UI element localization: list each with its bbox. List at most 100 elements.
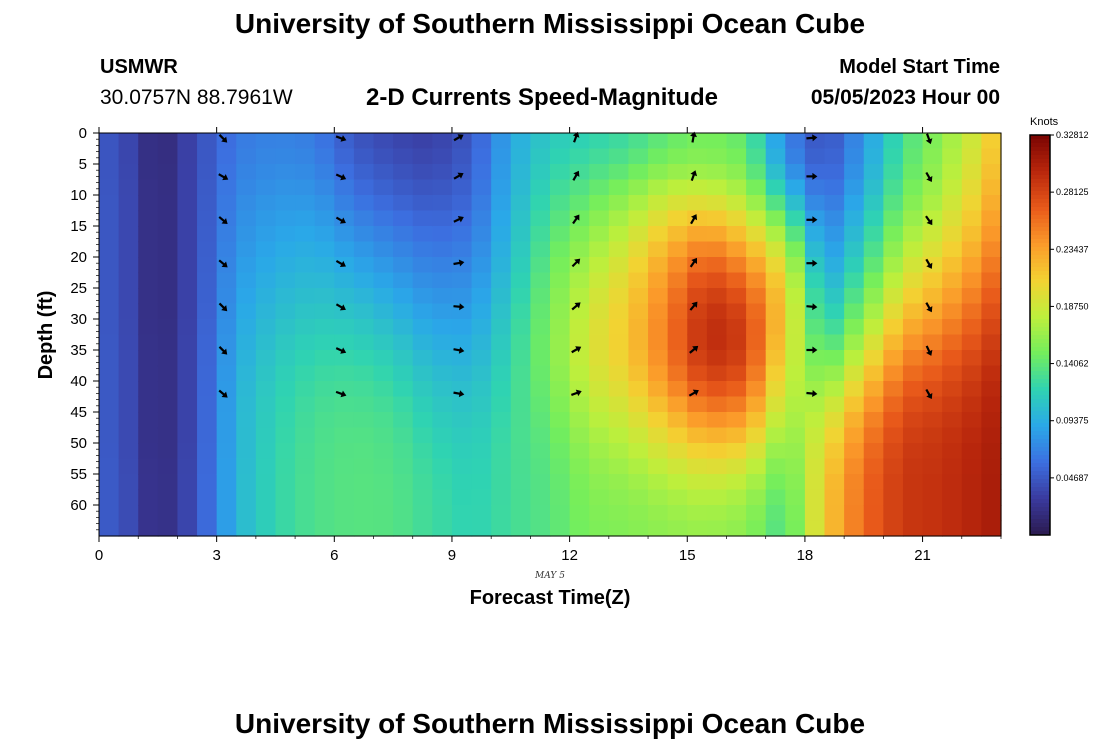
heatmap-cell [314,474,335,491]
heatmap-cell [628,226,649,243]
heatmap-cell [883,319,904,336]
heatmap-cell [255,195,277,212]
heatmap-cell [863,319,884,336]
heatmap-cell [451,350,473,367]
heatmap-cell [726,257,747,274]
heatmap-cell [648,226,669,243]
heatmap-cell [589,396,610,413]
heatmap-cell [530,179,551,196]
heatmap-cell [353,288,375,305]
heatmap-cell [726,489,747,506]
heatmap-cell [157,443,179,460]
heatmap-cell [197,179,218,196]
heatmap-cell [138,303,159,320]
heatmap-cell [804,179,826,196]
heatmap-cell [118,489,139,506]
heatmap-cell [608,210,630,227]
heatmap-cell [863,350,884,367]
colorbar-segment [1030,383,1050,388]
colorbar-segment [1030,187,1050,192]
heatmap-cell [353,381,375,398]
heatmap-cell [961,334,982,351]
heatmap-cell [746,443,767,460]
heatmap-cell [314,520,335,537]
colorbar-segment [1030,511,1050,516]
heatmap-cell [628,303,649,320]
heatmap-cell [883,443,904,460]
colorbar-segment [1030,335,1050,340]
heatmap-cell [922,458,943,475]
heatmap-cell [981,474,1002,491]
heatmap-cell [216,396,237,413]
x-tick-label: 3 [212,547,220,564]
heatmap-cell [216,474,237,491]
current-arrow [453,390,465,398]
heatmap-cell [353,396,375,413]
colorbar-segment [1030,263,1050,268]
heatmap-cell [863,179,884,196]
colorbar-segment [1030,203,1050,208]
heatmap-cell [804,272,826,289]
heatmap-cell [746,350,767,367]
heatmap-cell [138,396,159,413]
heatmap-cell [628,148,649,165]
heatmap-cell [99,350,120,367]
heatmap-cell [177,179,198,196]
heatmap-cell [314,148,335,165]
heatmap-cell [353,257,375,274]
heatmap-cell [99,288,120,305]
colorbar-segment [1030,355,1050,360]
heatmap-cell [961,474,982,491]
heatmap-cell [942,412,963,429]
heatmap-cell [255,272,277,289]
heatmap-cell [471,164,492,181]
heatmap-cell [687,148,708,165]
heatmap-cell [118,474,139,491]
heatmap-cell [687,164,708,181]
heatmap-cell [197,520,218,537]
heatmap-cell [687,319,708,336]
heatmap-cell [922,303,943,320]
heatmap-cell [197,381,218,398]
heatmap-cell [589,412,610,429]
heatmap-cell [589,226,610,243]
heatmap-cell [569,241,590,258]
heatmap-cell [824,164,845,181]
heatmap-cell [981,505,1002,522]
heatmap-cell [608,288,630,305]
heatmap-cell [902,195,924,212]
heatmap-cell [785,133,806,150]
heatmap-cell [746,272,767,289]
heatmap-cell [471,396,492,413]
heatmap-cell [746,148,767,165]
heatmap-cell [922,443,943,460]
heatmap-cell [844,210,865,227]
heatmap-cell [530,241,551,258]
heatmap-cell [765,412,786,429]
heatmap-cell [216,319,237,336]
heatmap-cell [530,148,551,165]
current-arrow [689,301,698,311]
heatmap-cell [746,520,767,537]
heatmap-cell [922,381,943,398]
heatmap-cell [216,148,237,165]
heatmap-cell [177,427,198,444]
heatmap-cell [589,303,610,320]
heatmap-cell [550,334,571,351]
heatmap-cell [138,319,159,336]
heatmap-cell [530,133,551,150]
heatmap-cell [569,164,590,181]
colorbar-segment [1030,283,1050,288]
heatmap-cell [255,210,277,227]
heatmap-cell [550,319,571,336]
heatmap-cell [608,319,630,336]
colorbar-segment [1030,483,1050,488]
heatmap-cell [981,257,1002,274]
heatmap-cell [177,489,198,506]
heatmap-cell [451,443,473,460]
heatmap-cell [726,365,747,382]
heatmap-cell [432,257,453,274]
heatmap-cell [550,195,571,212]
heatmap-cell [589,241,610,258]
heatmap-cell [726,241,747,258]
